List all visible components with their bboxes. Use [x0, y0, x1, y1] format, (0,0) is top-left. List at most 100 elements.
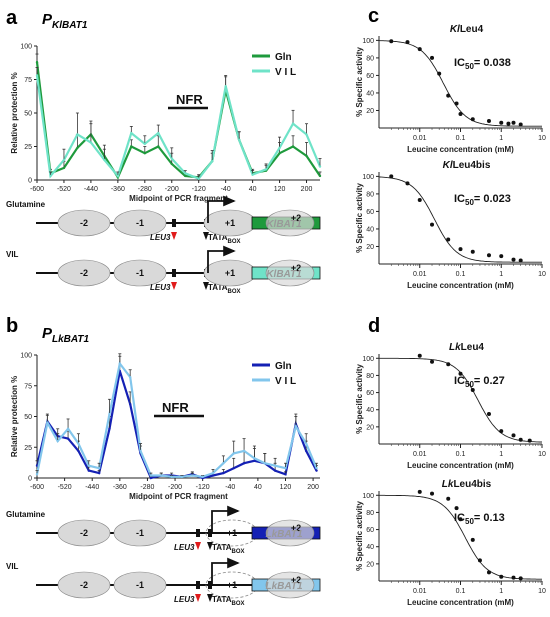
y-tick-label: 40 — [366, 226, 374, 233]
x-tick-label: 1 — [499, 135, 503, 142]
y-tick-label: 20 — [366, 424, 374, 431]
chart-c2-dose-response: 20 40 60 80 100 0.01 0.1 1 10 Leucine concentrati… — [355, 160, 546, 290]
panel-b-title: PLkBAT1 — [42, 325, 89, 345]
x-tick-label: 10 — [538, 588, 546, 595]
nucleosome — [57, 259, 111, 287]
x-tick-label: 0.01 — [413, 588, 427, 595]
data-point — [278, 152, 281, 155]
data-point — [458, 247, 463, 252]
x-axis-label: Leucine concentration (mM) — [407, 598, 514, 607]
data-point — [273, 469, 277, 472]
data-point — [170, 475, 173, 478]
data-point — [511, 433, 516, 438]
x-tick-label: 1 — [499, 451, 503, 458]
nucleosome — [265, 209, 315, 237]
data-point — [35, 60, 39, 64]
nucleosome — [57, 571, 111, 599]
series-line-vil — [35, 361, 318, 478]
data-point — [417, 198, 422, 203]
leu3-arrow — [195, 542, 201, 550]
nucleosome-label: +1 — [225, 268, 235, 278]
chart-title-species: Lk — [442, 479, 454, 490]
ic50-label: IC50= 0.27 — [454, 375, 505, 389]
tss-arrow — [207, 245, 236, 273]
y-tick-label: 25 — [24, 445, 32, 452]
data-point — [305, 133, 308, 136]
y-tick-label: 40 — [366, 407, 374, 414]
data-point — [49, 174, 52, 178]
x-tick-label: -280 — [140, 484, 154, 491]
panel-a-title: PKlBAT1 — [42, 11, 88, 31]
series-line-vil — [35, 75, 322, 181]
fit-curve — [379, 494, 542, 580]
data-point — [284, 473, 287, 476]
data-point — [128, 403, 132, 406]
x-tick-label: 10 — [538, 135, 546, 142]
data-point — [118, 362, 122, 365]
tata-text: TATA — [212, 595, 232, 604]
data-point — [46, 421, 49, 424]
data-point — [170, 157, 173, 160]
data-point — [446, 93, 451, 98]
data-point — [499, 429, 504, 434]
tata-arrow — [203, 232, 209, 240]
data-point — [458, 517, 463, 522]
nucleosome-label: +2 — [291, 523, 301, 533]
leu3-label: LEU3 — [174, 543, 195, 552]
x-tick-label: -440 — [85, 484, 99, 491]
data-point — [511, 575, 516, 580]
chart-title-species: Kl — [443, 160, 453, 171]
chart-title: KlLeu4 — [450, 24, 484, 35]
data-point — [35, 473, 39, 476]
data-point — [116, 174, 120, 178]
x-tick-label: 10 — [538, 451, 546, 458]
ic50-label: IC50= 0.023 — [454, 193, 511, 207]
y-tick-label: 60 — [366, 527, 374, 534]
data-point — [251, 173, 254, 176]
y-tick-label: 60 — [366, 73, 374, 80]
leu3-label: LEU3 — [150, 283, 171, 292]
nucleosome-label: -1 — [136, 218, 144, 228]
nucleosome — [113, 209, 167, 237]
x-tick-label: -600 — [30, 186, 44, 193]
tata-label: TATABOX — [212, 543, 245, 555]
data-point — [180, 475, 184, 478]
data-point — [87, 464, 90, 467]
data-point — [62, 158, 66, 162]
y-axis-label: Relative protection % — [10, 376, 19, 457]
x-tick-label: 120 — [280, 484, 292, 491]
chart-title-protein: Leu4 — [461, 342, 485, 353]
tata-subscript: BOX — [228, 289, 241, 295]
data-point — [273, 464, 277, 467]
x-tick-label: 0.01 — [413, 135, 427, 142]
ic50-value: = 0.023 — [474, 193, 511, 205]
data-point — [511, 120, 516, 125]
data-point — [405, 40, 410, 45]
chart-title-protein: Leu4bis — [453, 160, 491, 171]
data-point — [389, 39, 394, 44]
nucleosome — [113, 571, 167, 599]
x-tick-label: 0.01 — [413, 451, 427, 458]
data-point — [160, 474, 163, 477]
tata-arrow — [207, 542, 213, 550]
data-point — [139, 449, 142, 453]
data-point — [170, 162, 173, 166]
leu3-arrow — [195, 594, 201, 602]
y-tick-label: 60 — [366, 390, 374, 397]
data-point — [191, 474, 194, 477]
data-point — [157, 131, 160, 135]
data-point — [278, 146, 281, 150]
y-tick-label: 20 — [366, 108, 374, 115]
data-point — [264, 168, 268, 171]
data-point — [518, 258, 523, 263]
leu3-label: LEU3 — [150, 233, 171, 242]
data-point — [518, 437, 523, 442]
x-tick-label: -280 — [138, 186, 152, 193]
data-point — [263, 462, 266, 465]
y-tick-label: 100 — [20, 353, 32, 360]
data-point — [253, 459, 256, 462]
leu3-label: LEU3 — [174, 595, 195, 604]
nucleosome — [57, 209, 111, 237]
diagram-row-label: VIL — [6, 250, 19, 259]
